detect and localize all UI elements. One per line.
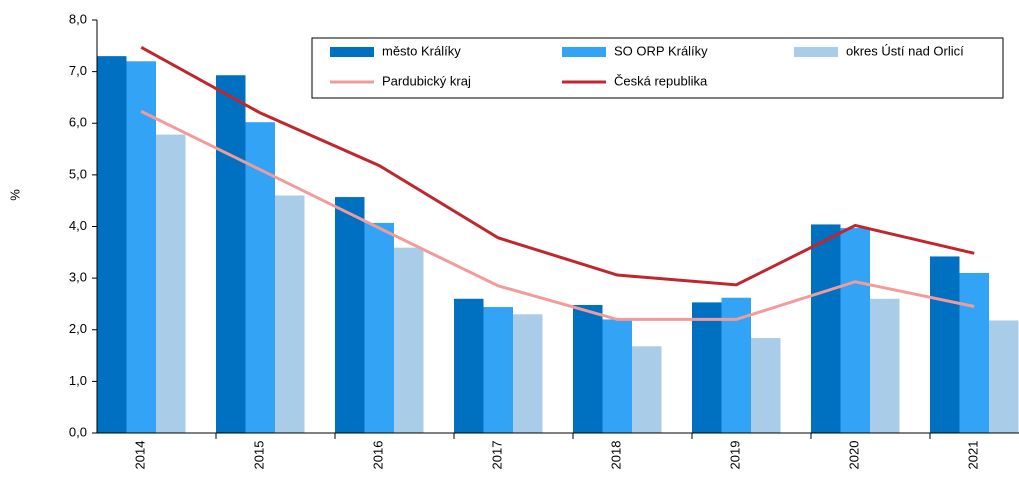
bar (573, 304, 603, 433)
y-tick-label: 5,0 (69, 166, 87, 181)
legend-label: město Králíky (382, 43, 461, 58)
x-tick-label: 2020 (847, 441, 862, 470)
bar (692, 302, 722, 433)
x-tick-label: 2021 (966, 441, 981, 470)
bar (632, 346, 662, 433)
bar (216, 75, 246, 434)
bar (335, 197, 365, 433)
line-series (140, 46, 975, 287)
y-tick-label: 6,0 (69, 115, 87, 130)
legend-label: SO ORP Králíky (614, 43, 708, 58)
x-tick-label: 2018 (609, 441, 624, 470)
bar (513, 314, 543, 433)
legend-swatch (562, 47, 606, 57)
x-tick-label: 2016 (371, 441, 386, 470)
y-axis-label: % (7, 189, 22, 201)
bar (989, 320, 1019, 433)
x-tick-label: 2015 (252, 441, 267, 470)
bar (483, 307, 513, 433)
bar (840, 228, 870, 433)
legend-label: Pardubický kraj (382, 73, 471, 88)
bar (97, 56, 127, 433)
bar (930, 256, 960, 433)
y-tick-label: 2,0 (69, 321, 87, 336)
bar (602, 319, 632, 433)
bar (394, 247, 424, 433)
y-tick-label: 1,0 (69, 373, 87, 388)
x-tick-label: 2017 (490, 441, 505, 470)
legend-swatch (794, 47, 838, 57)
bar (870, 298, 900, 433)
y-tick-label: 8,0 (69, 11, 87, 26)
x-tick-label: 2019 (728, 441, 743, 470)
y-tick-label: 7,0 (69, 63, 87, 78)
x-tick-label: 2014 (133, 441, 148, 470)
bar (751, 338, 781, 433)
bar (811, 224, 841, 433)
legend-label: okres Ústí nad Orlicí (846, 43, 964, 58)
bar (156, 134, 186, 434)
bar (454, 298, 484, 433)
line-series (140, 110, 975, 321)
legend-box (311, 37, 1004, 99)
y-tick-label: 4,0 (69, 218, 87, 233)
bar (126, 61, 156, 434)
bar (364, 222, 394, 433)
y-tick-label: 0,0 (69, 424, 87, 439)
legend-swatch (330, 47, 374, 57)
legend-label: Česká republika (614, 73, 708, 88)
bar (959, 272, 989, 433)
y-tick-label: 3,0 (69, 270, 87, 285)
bar (275, 195, 305, 433)
